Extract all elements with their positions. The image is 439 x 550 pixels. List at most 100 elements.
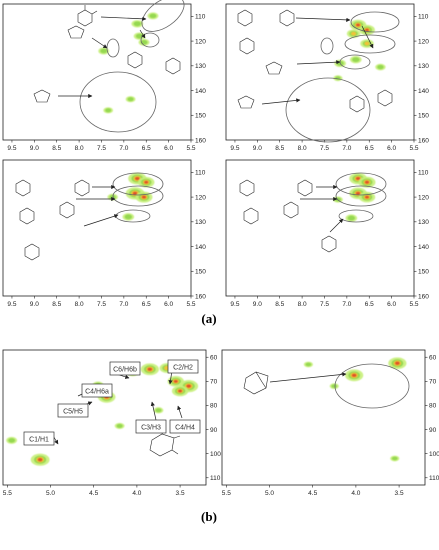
structure-phenol: [243, 179, 337, 253]
x-tick-label: 5.5: [186, 145, 195, 152]
structure-maleimide: [33, 89, 51, 103]
contour-mid: [133, 21, 141, 27]
contour-peak: [186, 384, 192, 388]
cross-peak: [375, 63, 386, 71]
region-ellipse: [344, 34, 396, 54]
cross-peak: [358, 176, 376, 188]
region-ellipse: [79, 71, 157, 133]
x-tick-label: 7.0: [342, 301, 351, 308]
structure-phenol: [127, 51, 181, 75]
x-tick-label: 6.0: [387, 301, 396, 308]
y-tick-label: 130: [195, 219, 206, 226]
structure-pyrogallol: [237, 9, 253, 27]
assignment-label: C4/H6a: [81, 383, 113, 398]
region-ellipse: [106, 38, 120, 58]
contour-mid: [105, 108, 112, 113]
x-tick-label: 5.5: [409, 145, 418, 152]
x-tick-label: 9.5: [230, 301, 239, 308]
x-tick-label: 3.5: [176, 490, 185, 497]
contour-mid: [124, 214, 133, 220]
y-tick-label: 100: [210, 451, 221, 458]
x-tick-label: 8.5: [275, 301, 284, 308]
pointer-arrow: [177, 405, 183, 419]
x-tick-label: 6.0: [164, 145, 173, 152]
assignment-box: [109, 361, 141, 376]
cross-peak: [346, 29, 361, 38]
pointer-arrow: [361, 25, 374, 49]
x-tick-label: 4.5: [89, 490, 98, 497]
y-tick-label: 140: [195, 88, 206, 95]
pointer-arrow: [139, 29, 146, 39]
region-ellipse: [112, 185, 164, 207]
region-ellipse: [334, 363, 410, 409]
y-tick-label: 130: [195, 63, 206, 70]
assignment-box: [57, 403, 89, 418]
x-tick-label: 6.5: [365, 145, 374, 152]
cross-peak: [345, 214, 358, 222]
x-tick-label: 7.5: [97, 145, 106, 152]
panel-a-top-right: 9.5 9.0 8.5 8.0 7.5 7.0 6.5 6.0 5.5 110 120 130 140 1…: [225, 3, 429, 152]
y-tick-label: 110: [429, 475, 439, 482]
assignment-text: C2/H2: [173, 364, 193, 371]
structure-phenol: [19, 179, 90, 261]
assignment-box: [167, 359, 199, 374]
y-tick-label: 120: [195, 38, 206, 45]
contour-mid: [100, 48, 108, 54]
structure-succinimide: [237, 61, 283, 109]
panel-a-top-left: 9.5 9.0 8.5 8.0 7.5 7.0 6.5 6.0 5.5 110 120 130 140 1…: [2, 0, 206, 152]
y-tick-label: 90: [429, 427, 437, 434]
cross-peak: [360, 39, 374, 48]
x-tick-label: 9.0: [253, 301, 262, 308]
assignment-label: C4/H4: [169, 419, 201, 434]
x-tick-label: 9.5: [7, 301, 16, 308]
x-tick-label: 6.5: [142, 145, 151, 152]
region-ellipse: [285, 77, 371, 143]
cross-peak: [303, 361, 313, 368]
cross-peak: [30, 453, 50, 466]
x-tick-label: 7.5: [320, 145, 329, 152]
x-tick-label: 8.5: [52, 145, 61, 152]
cross-peak: [390, 455, 400, 462]
y-tick-label: 110: [195, 14, 206, 21]
contour-peak: [141, 195, 147, 199]
cross-peak: [122, 213, 135, 221]
contour-peak: [144, 180, 149, 184]
pointer-arrow: [295, 17, 351, 22]
x-tick-label: 4.5: [308, 490, 317, 497]
y-tick-label: 110: [418, 170, 429, 177]
cross-peak: [6, 436, 18, 444]
panel-a-bottom-left: 9.5 9.0 8.5 8.0 7.5 7.0 6.5 6.0 5.5 110 120 130 140 1…: [2, 159, 206, 308]
contour-peak: [178, 389, 183, 393]
cross-peak: [135, 191, 153, 203]
cross-peak: [153, 407, 164, 414]
panel-frame: [225, 3, 415, 141]
panel-frame: [225, 159, 415, 297]
x-tick-label: 4.0: [132, 490, 141, 497]
contour-peak: [132, 191, 138, 196]
y-tick-label: 60: [210, 355, 218, 362]
cross-peak: [171, 385, 189, 397]
y-tick-label: 150: [195, 269, 206, 276]
contour-mid: [127, 97, 134, 102]
x-tick-label: 8.5: [52, 301, 61, 308]
cross-peak: [114, 422, 125, 430]
panel-frame: [221, 349, 426, 486]
cross-peak: [147, 12, 159, 20]
contour-peak: [173, 379, 178, 383]
assignment-text: C4/H6a: [85, 388, 109, 395]
y-tick-label: 80: [429, 403, 437, 410]
contour-mid: [149, 13, 157, 19]
x-tick-label: 3.5: [395, 490, 404, 497]
x-tick-label: 7.0: [119, 145, 128, 152]
contour-peak: [134, 176, 140, 181]
pointer-arrow: [91, 37, 108, 49]
contour-inner: [351, 31, 357, 36]
y-tick-label: 70: [429, 379, 437, 386]
cross-peak: [350, 55, 362, 64]
y-tick-label: 150: [195, 113, 206, 120]
contour-peak: [351, 373, 357, 378]
assignment-box: [23, 431, 55, 446]
structure-catechol: [77, 5, 98, 27]
contour-peak: [365, 28, 369, 32]
contour-mid: [155, 408, 162, 413]
